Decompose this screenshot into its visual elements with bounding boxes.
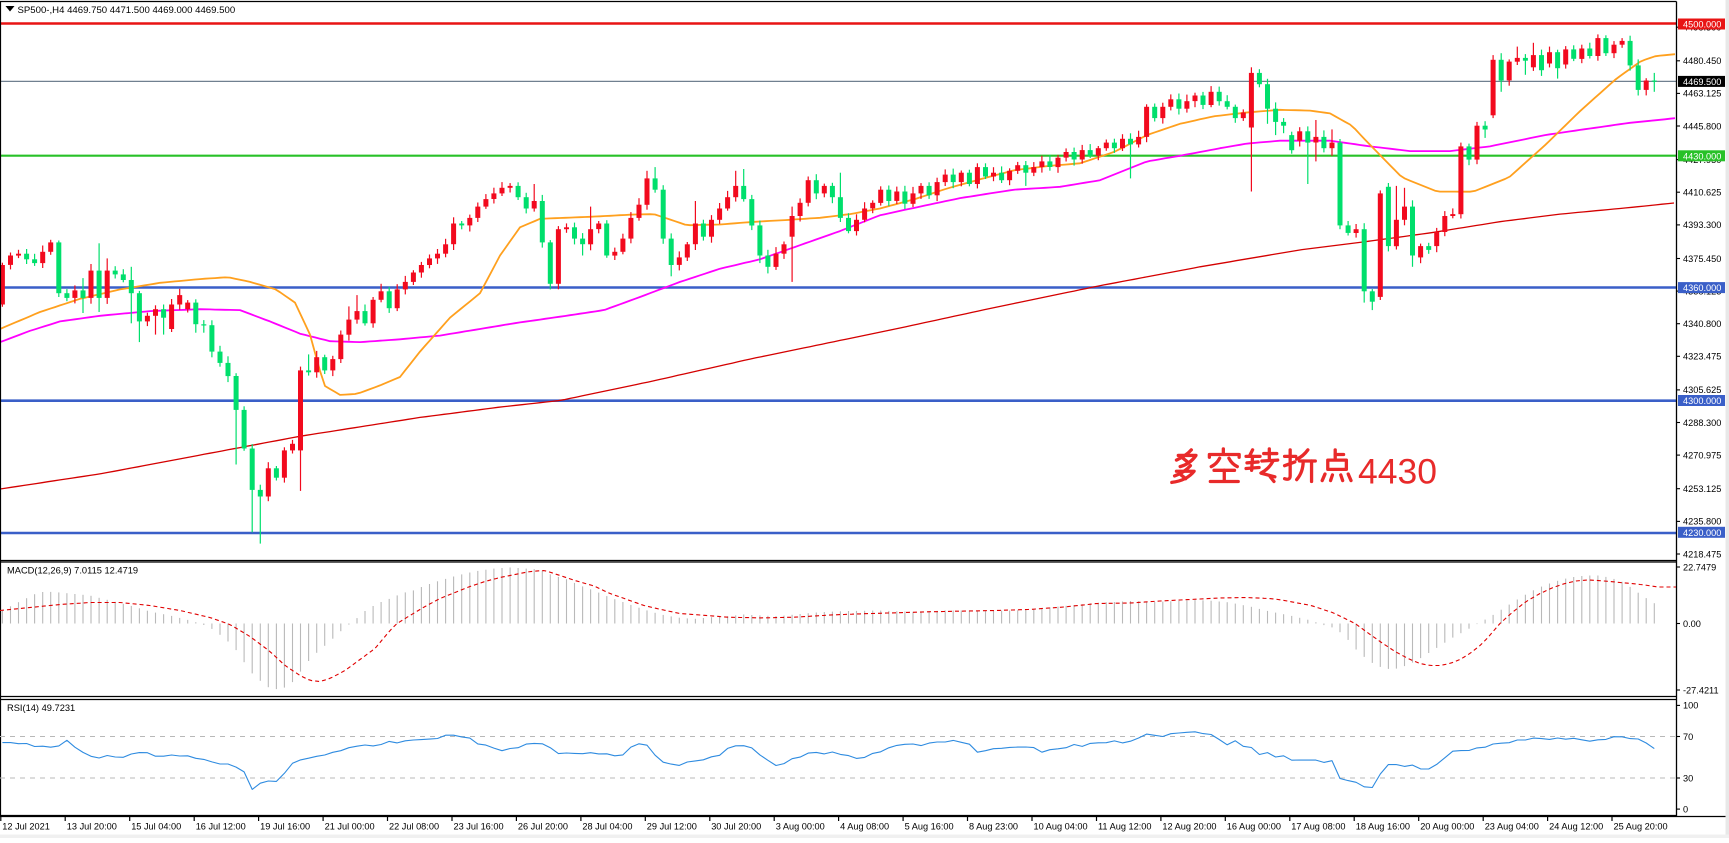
svg-text:4253.125: 4253.125 [1683,484,1721,494]
svg-text:17 Aug 08:00: 17 Aug 08:00 [1291,822,1345,832]
svg-text:22 Jul 08:00: 22 Jul 08:00 [389,822,439,832]
svg-text:30 Jul 20:00: 30 Jul 20:00 [711,822,761,832]
svg-text:19 Jul 16:00: 19 Jul 16:00 [260,822,310,832]
svg-text:4340.800: 4340.800 [1683,319,1721,329]
svg-text:12 Jul 2021: 12 Jul 2021 [2,822,50,832]
svg-text:26 Jul 20:00: 26 Jul 20:00 [518,822,568,832]
svg-text:16 Jul 12:00: 16 Jul 12:00 [196,822,246,832]
svg-text:16 Aug 00:00: 16 Aug 00:00 [1227,822,1281,832]
svg-text:4270.975: 4270.975 [1683,450,1721,460]
svg-text:4393.300: 4393.300 [1683,220,1721,230]
svg-text:28 Jul 04:00: 28 Jul 04:00 [582,822,632,832]
svg-text:4463.125: 4463.125 [1683,89,1721,99]
svg-text:4305.625: 4305.625 [1683,385,1721,395]
svg-text:4218.475: 4218.475 [1683,549,1721,559]
svg-text:4410.625: 4410.625 [1683,188,1721,198]
svg-text:0: 0 [1683,804,1688,814]
svg-text:13 Jul 20:00: 13 Jul 20:00 [67,822,117,832]
svg-text:4300.000: 4300.000 [1683,396,1721,406]
svg-text:0.00: 0.00 [1683,619,1701,629]
svg-text:4430.000: 4430.000 [1683,151,1721,161]
svg-text:20 Aug 00:00: 20 Aug 00:00 [1420,822,1474,832]
svg-text:4500.000: 4500.000 [1683,20,1721,30]
svg-text:4375.450: 4375.450 [1683,254,1721,264]
svg-text:21 Jul 00:00: 21 Jul 00:00 [325,822,375,832]
svg-text:4323.475: 4323.475 [1683,352,1721,362]
svg-text:11 Aug 12:00: 11 Aug 12:00 [1098,822,1151,832]
svg-text:22.7479: 22.7479 [1683,562,1716,572]
svg-text:RSI(14) 49.7231: RSI(14) 49.7231 [7,703,75,713]
svg-text:SP500-,H4 4469.750 4471.500 4: SP500-,H4 4469.750 4471.500 4469.000 446… [18,5,236,16]
svg-text:-27.4211: -27.4211 [1683,685,1719,695]
svg-text:4235.800: 4235.800 [1683,517,1721,527]
svg-text:30: 30 [1683,773,1693,783]
svg-text:8 Aug 23:00: 8 Aug 23:00 [969,822,1018,832]
svg-text:4230.000: 4230.000 [1683,528,1721,538]
svg-text:25 Aug 20:00: 25 Aug 20:00 [1614,822,1668,832]
svg-text:4445.800: 4445.800 [1683,121,1721,131]
svg-text:MACD(12,26,9) 7.0115 12.4719: MACD(12,26,9) 7.0115 12.4719 [7,566,138,576]
svg-text:10 Aug 04:00: 10 Aug 04:00 [1034,822,1088,832]
svg-text:23 Aug 04:00: 23 Aug 04:00 [1485,822,1539,832]
svg-text:100: 100 [1683,701,1698,711]
svg-text:24 Aug 12:00: 24 Aug 12:00 [1549,822,1603,832]
svg-text:23 Jul 16:00: 23 Jul 16:00 [454,822,504,832]
svg-text:12 Aug 20:00: 12 Aug 20:00 [1162,822,1216,832]
svg-text:4360.000: 4360.000 [1683,283,1721,293]
svg-text:5 Aug 16:00: 5 Aug 16:00 [905,822,954,832]
svg-text:4 Aug 08:00: 4 Aug 08:00 [840,822,889,832]
svg-text:4288.300: 4288.300 [1683,418,1721,428]
svg-text:4480.450: 4480.450 [1683,56,1721,66]
svg-text:18 Aug 16:00: 18 Aug 16:00 [1356,822,1410,832]
svg-text:15 Jul 04:00: 15 Jul 04:00 [131,822,181,832]
svg-text:4430: 4430 [1358,452,1437,492]
svg-text:70: 70 [1683,732,1693,742]
svg-text:3 Aug 00:00: 3 Aug 00:00 [776,822,825,832]
svg-text:4469.500: 4469.500 [1683,77,1721,87]
svg-text:29 Jul 12:00: 29 Jul 12:00 [647,822,697,832]
